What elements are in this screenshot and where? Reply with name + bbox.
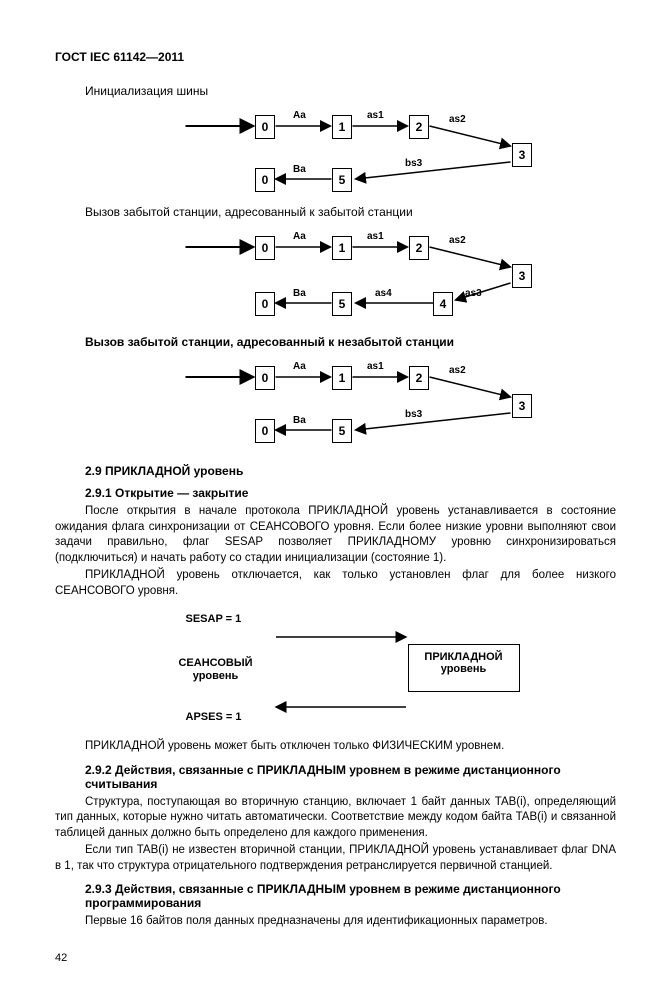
d2-label-as1: as1 — [367, 231, 384, 242]
diagram-2: 0 1 2 3 4 5 0 Aa as1 as2 Ba as4 as3 — [55, 225, 616, 325]
d1-node-1: 1 — [332, 115, 352, 139]
para-6: Первые 16 байтов поля данных предназначе… — [55, 914, 616, 930]
d3-node-0a: 0 — [255, 366, 275, 390]
diagram-3: 0 1 2 3 0 5 Aa as1 as2 Ba bs3 — [55, 355, 616, 450]
d3-label-as1: as1 — [367, 361, 384, 372]
d3-node-1: 1 — [332, 366, 352, 390]
d1-node-5: 5 — [332, 168, 352, 192]
section-2-9-2: 2.9.2 Действия, связанные с ПРИКЛАДНЫМ у… — [85, 763, 616, 791]
d1-node-3: 3 — [512, 143, 532, 167]
d2-label-aa: Aa — [293, 231, 306, 242]
d2-node-1: 1 — [332, 236, 352, 260]
d1-label-as2: as2 — [449, 114, 466, 125]
d3-node-0b: 0 — [255, 419, 275, 443]
d3-node-5: 5 — [332, 419, 352, 443]
d3-label-bs3: bs3 — [405, 409, 422, 420]
diagram-1: 0 1 2 3 0 5 Aa as1 as2 Ba bs3 — [55, 104, 616, 199]
d2-node-3: 3 — [512, 264, 532, 288]
d2-label-as4: as4 — [375, 288, 392, 299]
caption-call-forgotten: Вызов забытой станции, адресованный к за… — [85, 205, 616, 219]
box-applied-l2: уровень — [409, 663, 519, 675]
d1-label-as1: as1 — [367, 110, 384, 121]
app-level-diagram: SESAP = 1 СЕАНСОВЫЙ уровень ПРИКЛАДНОЙ у… — [126, 609, 546, 729]
label-apses: APSES = 1 — [186, 711, 242, 723]
d2-label-ba: Ba — [293, 288, 306, 299]
d2-node-2: 2 — [409, 236, 429, 260]
para-1: После открытия в начале протокола ПРИКЛА… — [55, 504, 616, 566]
d1-label-ba: Ba — [293, 164, 306, 175]
section-2-9-3: 2.9.3 Действия, связанные с ПРИКЛАДНЫМ у… — [85, 882, 616, 910]
d3-label-ba: Ba — [293, 415, 306, 426]
caption-call-not-forgotten: Вызов забытой станции, адресованный к не… — [85, 335, 616, 349]
d1-label-bs3: bs3 — [405, 158, 422, 169]
d3-node-2: 2 — [409, 366, 429, 390]
d2-label-as2: as2 — [449, 235, 466, 246]
doc-header: ГОСТ IEC 61142—2011 — [55, 50, 616, 64]
box-applied-level: ПРИКЛАДНОЙ уровень — [408, 644, 520, 692]
d3-label-aa: Aa — [293, 361, 306, 372]
section-2-9: 2.9 ПРИКЛАДНОЙ уровень — [85, 464, 616, 478]
page-number: 42 — [55, 952, 616, 964]
section-2-9-1: 2.9.1 Открытие — закрытие — [85, 486, 616, 500]
d3-node-3: 3 — [512, 394, 532, 418]
d1-node-0a: 0 — [255, 115, 275, 139]
label-session-level: СЕАНСОВЫЙ уровень — [171, 657, 261, 683]
para-2: ПРИКЛАДНОЙ уровень отключается, как толь… — [55, 568, 616, 599]
d2-node-4: 4 — [433, 292, 453, 316]
d1-node-0b: 0 — [255, 168, 275, 192]
label-sesap: SESAP = 1 — [186, 613, 242, 625]
para-5: Если тип TAB(i) не известен вторичной ст… — [55, 843, 616, 874]
d1-label-aa: Aa — [293, 110, 306, 121]
box-applied-l1: ПРИКЛАДНОЙ — [409, 651, 519, 663]
caption-init-bus: Инициализация шины — [85, 84, 616, 98]
d2-node-5: 5 — [332, 292, 352, 316]
d2-node-0a: 0 — [255, 236, 275, 260]
para-3: ПРИКЛАДНОЙ уровень может быть отключен т… — [55, 739, 616, 755]
d1-node-2: 2 — [409, 115, 429, 139]
d3-label-as2: as2 — [449, 365, 466, 376]
d2-label-as3: as3 — [465, 288, 482, 299]
para-4: Структура, поступающая во вторичную стан… — [55, 795, 616, 842]
d2-node-0b: 0 — [255, 292, 275, 316]
